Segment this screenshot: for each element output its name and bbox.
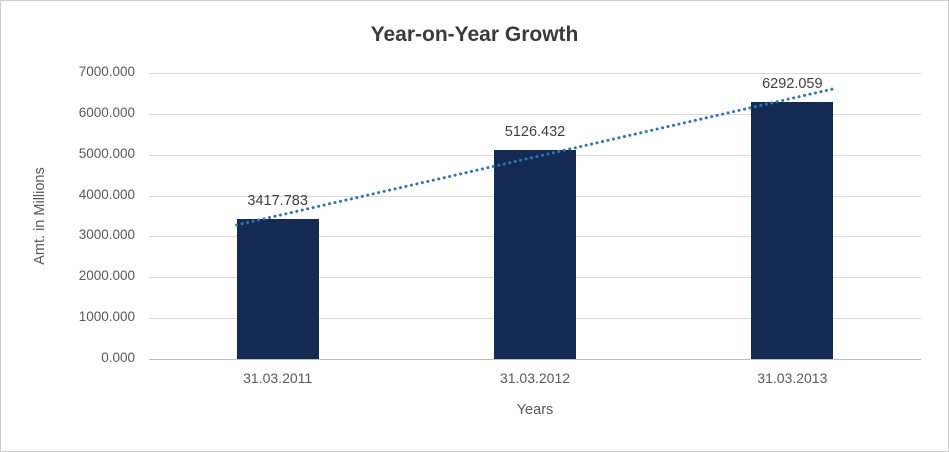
x-tick-label: 31.03.2012 bbox=[499, 370, 571, 386]
y-tick-label: 1000.000 bbox=[78, 309, 135, 325]
bar-value-label: 3417.783 bbox=[247, 193, 308, 210]
y-tick-label: 5000.000 bbox=[78, 145, 135, 161]
x-axis-title: Years bbox=[516, 402, 554, 418]
y-tick-label: 3000.000 bbox=[78, 227, 135, 243]
y-tick-label: 0.000 bbox=[101, 350, 135, 365]
x-tick-label: 31.03.2013 bbox=[757, 370, 828, 386]
bar-value-label: 5126.432 bbox=[504, 123, 566, 140]
plot-area: 3417.783 5126.432 6292.059 bbox=[149, 73, 921, 360]
bar bbox=[751, 101, 834, 359]
y-tick-label: 2000.000 bbox=[78, 268, 135, 284]
bar-value-label: 6292.059 bbox=[762, 75, 823, 92]
x-axis-line bbox=[149, 359, 921, 360]
y-tick-label: 7000.000 bbox=[78, 64, 135, 79]
gridline bbox=[149, 73, 921, 74]
chart-title: Year-on-Year Growth bbox=[370, 23, 579, 46]
x-tick-label: 31.03.2011 bbox=[243, 370, 313, 386]
y-tick-label: 4000.000 bbox=[78, 186, 135, 202]
y-axis-title-text: Amt. in Millions bbox=[32, 167, 48, 265]
bar bbox=[494, 149, 576, 359]
bar bbox=[236, 219, 319, 359]
y-tick-label: 6000.000 bbox=[78, 104, 135, 120]
